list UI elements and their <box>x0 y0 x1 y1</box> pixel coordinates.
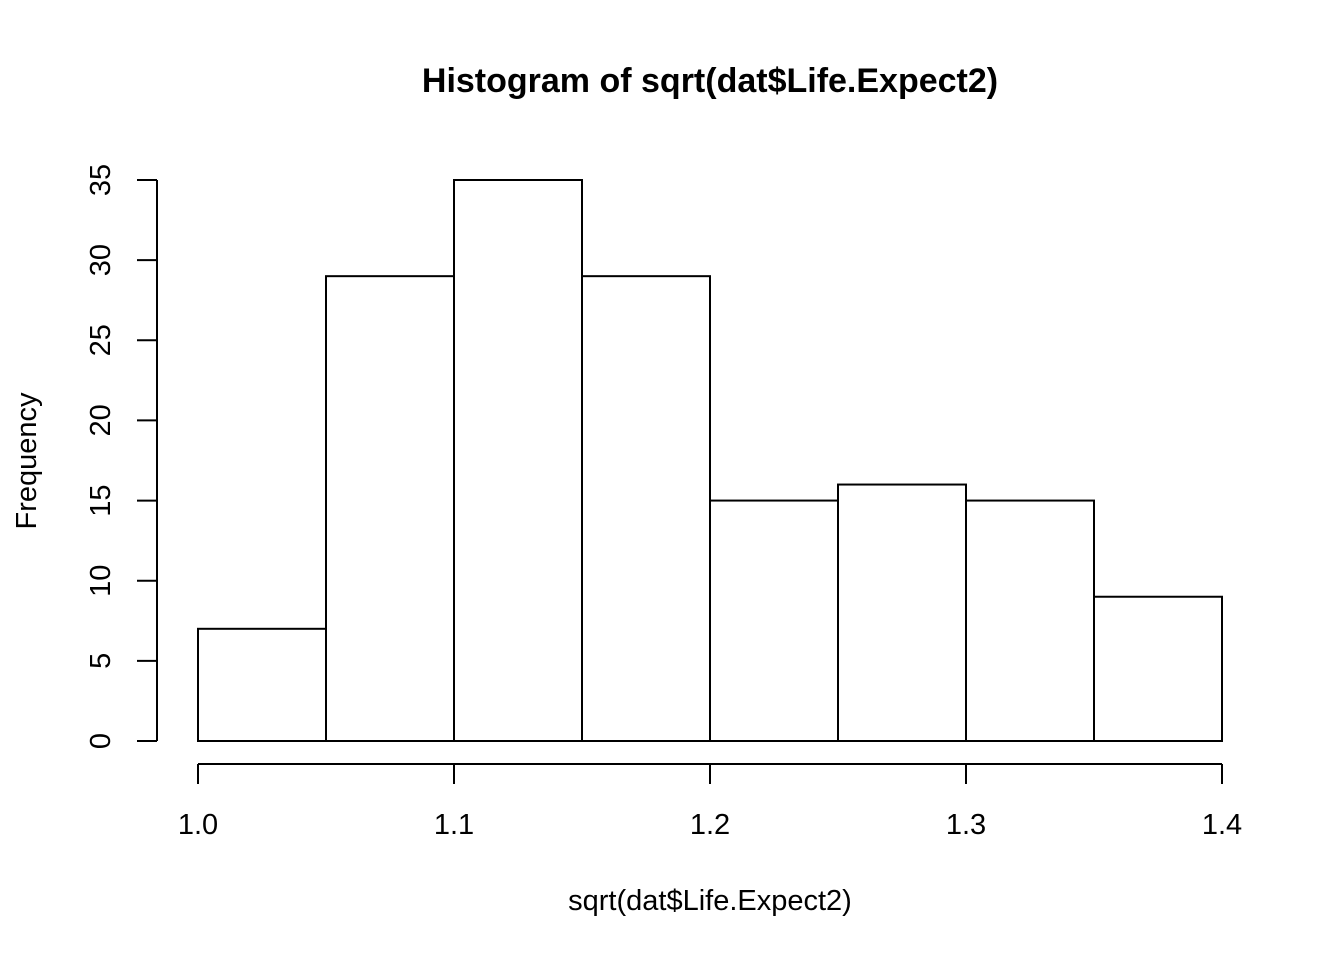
y-tick-label: 30 <box>85 244 117 276</box>
y-tick-label: 5 <box>85 653 117 669</box>
histogram-bar <box>197 627 327 742</box>
histogram-bar <box>1093 595 1223 742</box>
y-tick-label: 0 <box>85 733 117 749</box>
x-tick-label: 1.2 <box>690 809 730 841</box>
x-axis: 1.0 1.1 1.2 1.3 1.4 <box>178 763 1242 841</box>
histogram-bar <box>709 499 839 743</box>
histogram-bar <box>453 179 583 742</box>
y-axis-label: Frequency <box>11 392 43 530</box>
histogram-bar <box>837 483 967 742</box>
histogram-bar <box>581 275 711 742</box>
y-tick-label: 25 <box>85 324 117 356</box>
x-tick-label: 1.1 <box>434 809 474 841</box>
x-axis-label: sqrt(dat$Life.Expect2) <box>568 885 852 917</box>
y-tick-label: 20 <box>85 404 117 436</box>
y-tick-label: 35 <box>85 164 117 196</box>
x-tick-label: 1.4 <box>1202 809 1242 841</box>
x-tick-label: 1.0 <box>178 809 218 841</box>
x-tick-label: 1.3 <box>946 809 986 841</box>
y-tick-label: 10 <box>85 565 117 597</box>
histogram-bars <box>197 179 1223 743</box>
histogram-bar <box>325 275 455 742</box>
chart-title: Histogram of sqrt(dat$Life.Expect2) <box>422 62 998 100</box>
histogram-bar <box>965 499 1095 743</box>
y-axis: 0 5 10 15 20 25 30 35 <box>85 164 158 749</box>
y-tick-label: 15 <box>85 484 117 516</box>
